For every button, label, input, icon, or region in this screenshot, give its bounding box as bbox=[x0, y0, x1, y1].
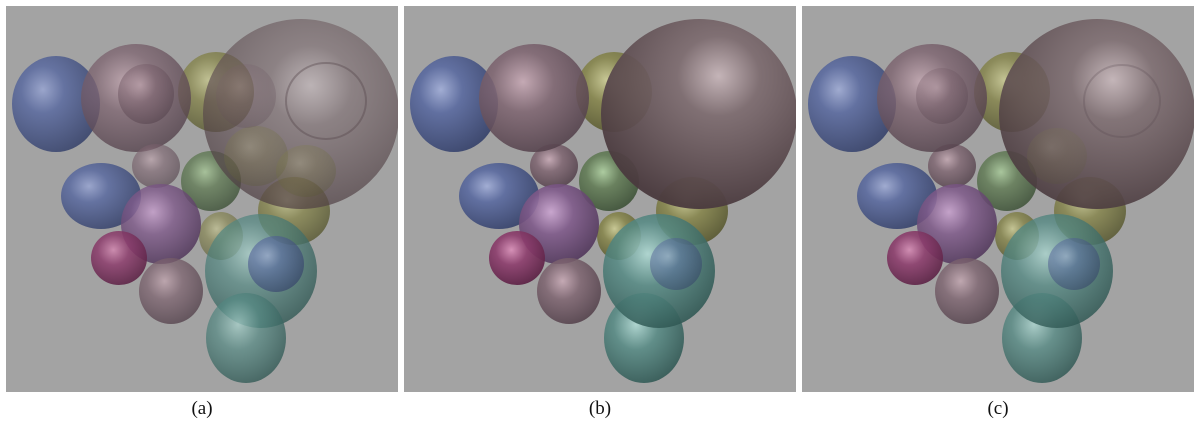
sphere-inner-ring-2 bbox=[224, 126, 288, 186]
sphere-blue-left bbox=[410, 56, 498, 152]
sphere-mauve-inner bbox=[118, 64, 174, 124]
caption-b: (b) bbox=[588, 398, 612, 419]
panel-c bbox=[802, 6, 1194, 392]
sphere-dark-small bbox=[928, 144, 976, 188]
sphere-inner-ring-1 bbox=[1083, 64, 1161, 138]
transparent-spheres-render-c bbox=[808, 19, 1194, 383]
sphere-blue-mid bbox=[61, 163, 141, 229]
sphere-brown-large bbox=[999, 19, 1194, 209]
sphere-blue-inner bbox=[650, 238, 702, 290]
panel-b bbox=[404, 6, 796, 392]
sphere-blue-inner bbox=[1048, 238, 1100, 290]
sphere-dark-small bbox=[132, 144, 180, 188]
sphere-blue-left bbox=[808, 56, 896, 152]
sphere-inner-ring-3 bbox=[276, 145, 336, 197]
sphere-inner-ring-1 bbox=[285, 62, 367, 140]
transparent-spheres-render-b bbox=[410, 19, 796, 383]
sphere-magenta bbox=[489, 231, 545, 285]
sphere-blue-mid bbox=[857, 163, 937, 229]
sphere-mauve-top-left bbox=[479, 44, 589, 152]
panel-a bbox=[6, 6, 398, 392]
transparent-spheres-render-a bbox=[12, 19, 398, 383]
sphere-dark-small bbox=[530, 144, 578, 188]
caption-c: (c) bbox=[987, 398, 1009, 419]
sphere-mauve-bottom bbox=[537, 258, 601, 324]
sphere-mauve-inner bbox=[916, 68, 968, 124]
sphere-inner-ring-2 bbox=[1027, 128, 1087, 184]
sphere-blue-left bbox=[12, 56, 100, 152]
caption-a: (a) bbox=[191, 398, 213, 419]
sphere-brown-large bbox=[601, 19, 796, 209]
sphere-inner-ring-4 bbox=[216, 64, 276, 128]
sphere-blue-mid bbox=[459, 163, 539, 229]
sphere-blue-inner bbox=[248, 236, 304, 292]
sphere-magenta bbox=[887, 231, 943, 285]
sphere-magenta bbox=[91, 231, 147, 285]
sphere-mauve-bottom bbox=[139, 258, 203, 324]
sphere-teal-bottom bbox=[206, 293, 286, 383]
sphere-mauve-bottom bbox=[935, 258, 999, 324]
